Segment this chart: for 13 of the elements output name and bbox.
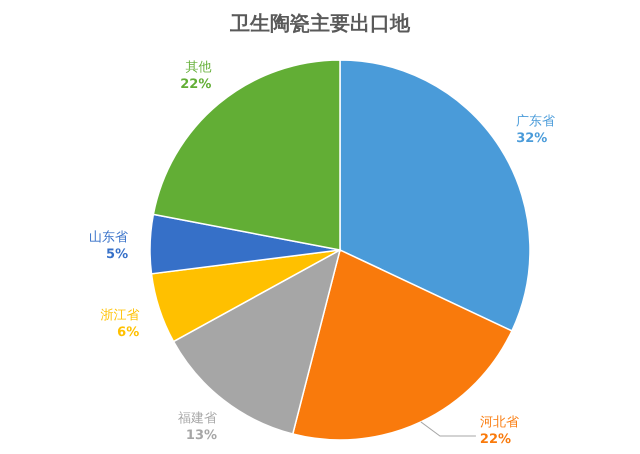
data-label: 22% <box>480 432 512 447</box>
data-label: 32% <box>516 130 548 146</box>
chart-title: 卫生陶瓷主要出口地 <box>229 11 411 35</box>
data-label: 22% <box>180 76 212 92</box>
data-label: 5% <box>106 246 128 262</box>
data-label: 6% <box>117 325 140 340</box>
slice-label: 其他 <box>185 60 212 75</box>
slice-label: 福建省 <box>178 411 218 426</box>
slice-label: 浙江省 <box>100 308 140 324</box>
data-label: 13% <box>186 428 218 443</box>
slice-label: 河北省 <box>480 415 519 430</box>
slice-label: 广东省 <box>516 114 556 129</box>
slice-label: 山东省 <box>89 230 128 245</box>
